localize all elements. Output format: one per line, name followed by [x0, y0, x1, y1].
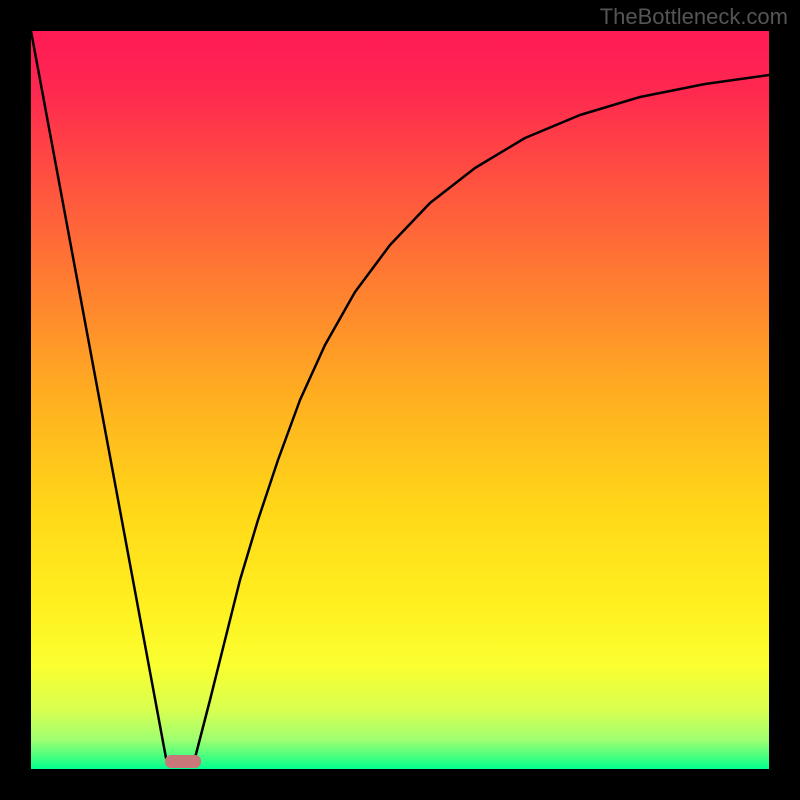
bottleneck-marker: [165, 755, 201, 768]
watermark-text: TheBottleneck.com: [600, 4, 788, 30]
plot-area: [31, 31, 769, 769]
curve-overlay: [31, 31, 769, 769]
chart-container: TheBottleneck.com: [0, 0, 800, 800]
